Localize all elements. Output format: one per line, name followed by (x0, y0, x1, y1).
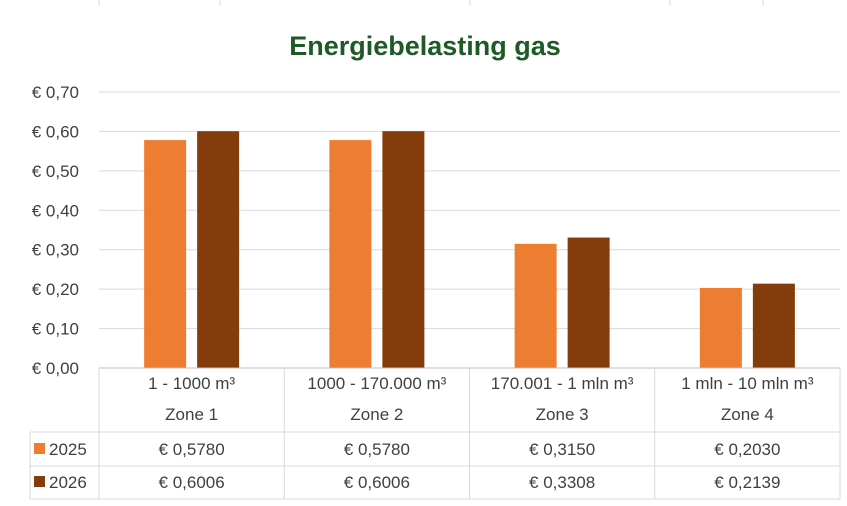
bar-2026 (567, 237, 610, 368)
bar-2025 (329, 140, 372, 368)
y-axis-ticks: € 0,00 € 0,10 € 0,20 € 0,30 € 0,40 € 0,50 € 0,… (32, 83, 79, 378)
y-tick-label: € 0,70 (32, 83, 79, 102)
bar-2025 (699, 287, 742, 368)
category-zone-label: Zone 4 (721, 405, 774, 424)
data-label: € 0,3308 (529, 473, 595, 492)
legend-swatch-2025 (34, 443, 45, 454)
legend-label: 2026 (49, 473, 87, 492)
y-tick-label: € 0,00 (32, 359, 79, 378)
y-tick-label: € 0,40 (32, 201, 79, 220)
data-label: € 0,6006 (159, 473, 225, 492)
category-range-label: 1000 - 170.000 m³ (307, 374, 446, 393)
legend-swatch-2026 (34, 476, 45, 487)
y-tick-label: € 0,60 (32, 122, 79, 141)
data-table: 1 - 1000 m³ Zone 1 1000 - 170.000 m³ Zone 2… (29, 367, 841, 500)
data-label: € 0,3150 (529, 440, 595, 459)
category-range-label: 1 mln - 10 mln m³ (681, 374, 814, 393)
bars (144, 131, 795, 368)
category-zone-label: Zone 2 (350, 405, 403, 424)
bar-2026 (752, 283, 795, 368)
bar-2026 (382, 131, 425, 368)
legend-label: 2025 (49, 440, 87, 459)
bar-2025 (514, 243, 557, 368)
chart-title: Energiebelasting gas (289, 31, 561, 61)
bar-2025 (144, 140, 187, 368)
data-label: € 0,6006 (344, 473, 410, 492)
y-tick-label: € 0,30 (32, 241, 79, 260)
data-label: € 0,5780 (159, 440, 225, 459)
category-range-label: 1 - 1000 m³ (148, 374, 235, 393)
y-tick-label: € 0,50 (32, 162, 79, 181)
data-label: € 0,2139 (714, 473, 780, 492)
category-zone-label: Zone 3 (536, 405, 589, 424)
data-label: € 0,2030 (714, 440, 780, 459)
y-tick-label: € 0,10 (32, 320, 79, 339)
data-label: € 0,5780 (344, 440, 410, 459)
category-zone-label: Zone 1 (165, 405, 218, 424)
header-grid-lines (98, 0, 764, 6)
y-tick-label: € 0,20 (32, 280, 79, 299)
category-range-label: 170.001 - 1 mln m³ (491, 374, 634, 393)
bar-2026 (197, 131, 240, 368)
